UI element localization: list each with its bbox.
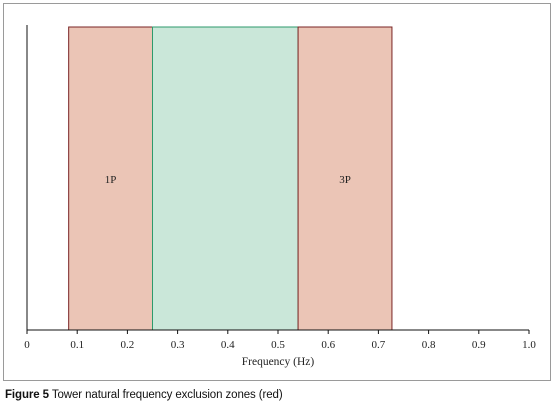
zone-rect-1p [68,26,153,331]
x-ticks-layer: 0 0.1 0.2 0.3 0.4 0.5 0.6 0.7 0.8 0.9 1.0 [24,330,536,351]
x-tick-label: 0.1 [70,339,84,351]
x-tick-label: 0.5 [271,339,285,351]
zone-rect-allowed [152,26,299,331]
figure-caption-text: Tower natural frequency exclusion zones … [51,389,283,401]
x-tick-label: 0.2 [121,339,135,351]
zone-rect-3p [297,26,393,331]
x-tick-label: 0.8 [422,339,436,351]
figure-frame: 1P 3P 0 0.1 0.2 0.3 0.4 0.5 0.6 0.7 0.8 0.9 1.0 Fre… [3,3,551,381]
zone-label-1p: 1P [105,174,117,186]
x-tick-label: 0.4 [221,339,235,351]
x-tick-label: 0 [24,339,30,351]
x-tick-label: 0.6 [321,339,335,351]
zones-layer: 1P 3P [68,26,393,331]
figure-caption: Figure 5 Tower natural frequency exclusi… [5,389,283,401]
x-tick-label: 0.3 [171,339,185,351]
exclusion-zone-chart: 1P 3P 0 0.1 0.2 0.3 0.4 0.5 0.6 0.7 0.8 0.9 1.0 Fre… [24,25,536,368]
x-tick-label: 1.0 [522,339,536,351]
figure-label: Figure 5 [5,389,49,401]
x-tick-label: 0.7 [372,339,386,351]
x-axis-title: Frequency (Hz) [242,356,315,368]
x-tick-label: 0.9 [472,339,486,351]
zone-label-3p: 3P [339,174,351,186]
